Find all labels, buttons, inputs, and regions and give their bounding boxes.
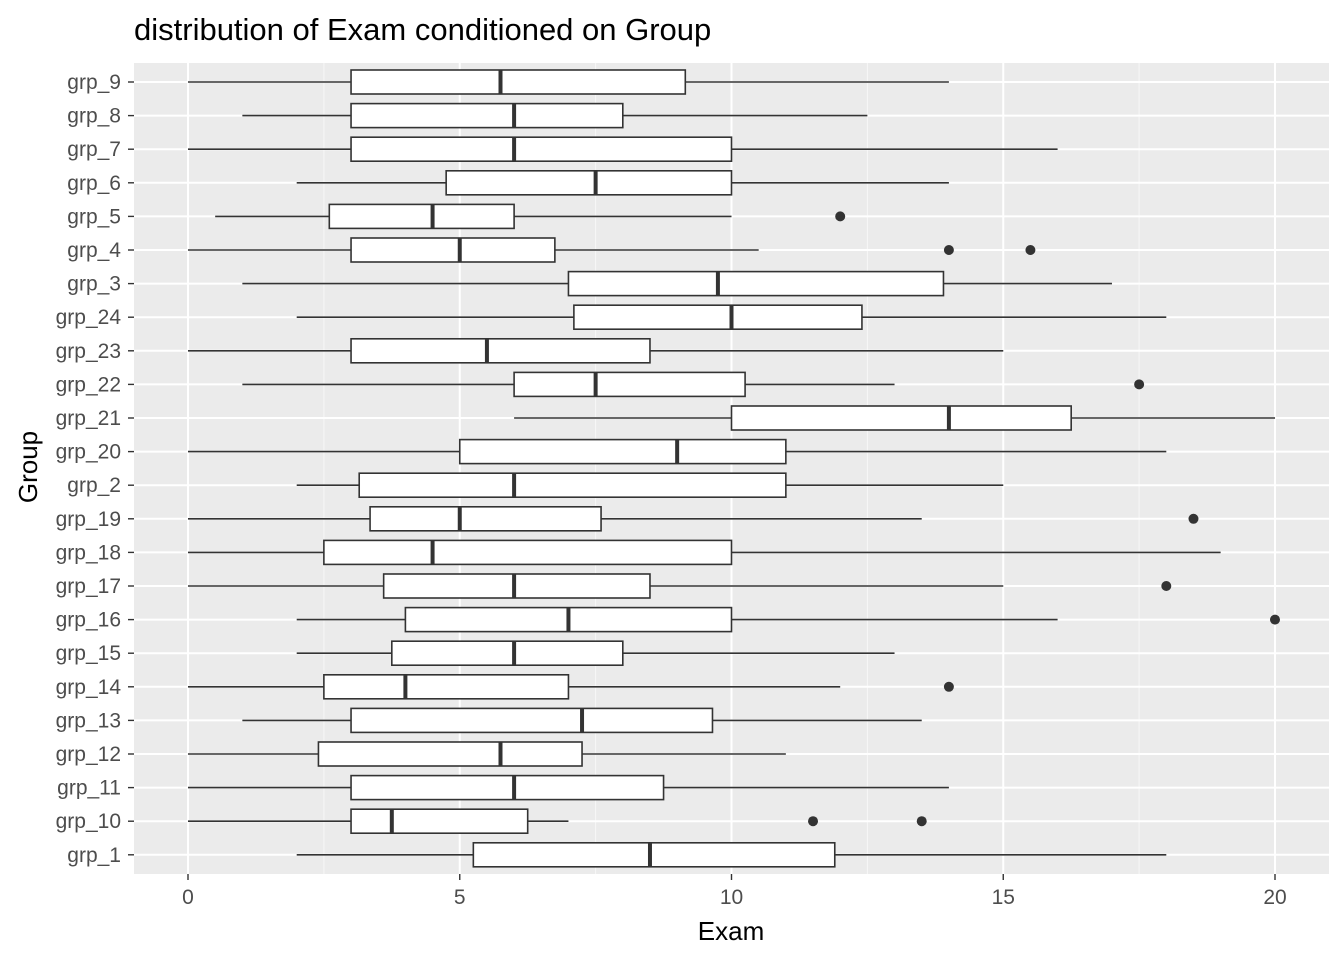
y-tick-label: grp_10 (56, 810, 121, 833)
x-tick-label: 0 (182, 886, 194, 909)
outlier-point (835, 211, 846, 222)
box-grp_14 (188, 673, 954, 700)
box-iqr (350, 774, 665, 801)
y-tick-label: grp_2 (67, 474, 121, 497)
y-tick-label: grp_14 (56, 676, 122, 699)
box-iqr (391, 640, 624, 667)
x-axis-title: Exam (698, 916, 764, 946)
box-iqr (323, 673, 570, 700)
box-grp_19 (188, 505, 1199, 532)
box-grp_22 (242, 371, 1145, 398)
y-tick-label: grp_20 (56, 441, 121, 464)
x-tick-label: 10 (720, 886, 743, 909)
box-iqr (350, 337, 651, 364)
box-iqr (350, 808, 529, 835)
box-iqr (730, 405, 1072, 431)
box-iqr (573, 304, 863, 331)
y-tick-label: grp_1 (67, 844, 121, 867)
outlier-point (808, 816, 819, 827)
outlier-point (943, 245, 954, 255)
box-grp_4 (188, 237, 1036, 263)
box-grp_10 (188, 808, 927, 835)
box-iqr (472, 841, 836, 868)
y-tick-label: grp_8 (67, 105, 121, 128)
box-iqr (567, 270, 945, 297)
y-tick-label: grp_7 (67, 138, 121, 161)
chart-title: distribution of Exam conditioned on Grou… (134, 12, 711, 47)
box-iqr (350, 237, 556, 263)
box-grp_18 (188, 539, 1221, 566)
box-grp_13 (242, 707, 922, 734)
box-iqr (350, 707, 714, 734)
box-iqr (513, 371, 746, 398)
y-tick-label: grp_4 (67, 239, 121, 262)
box-grp_24 (296, 304, 1167, 331)
y-tick-label: grp_13 (56, 709, 121, 732)
y-axis-title: Group (13, 431, 43, 503)
y-tick-label: grp_23 (56, 340, 121, 363)
outlier-point (1134, 379, 1145, 390)
y-tick-label: grp_22 (56, 373, 121, 396)
x-tick-label: 15 (992, 886, 1015, 909)
outlier-point (943, 681, 954, 692)
outlier-point (916, 816, 927, 827)
y-tick-label: grp_3 (67, 273, 121, 296)
outlier-point (1161, 581, 1172, 591)
y-axis: grp_1 grp_10 grp_11 grp_12 grp_13 grp_14 grp_1… (56, 71, 134, 867)
y-tick-label: grp_15 (56, 642, 121, 665)
box-grp_5 (215, 203, 846, 230)
box-iqr (445, 170, 733, 196)
box-iqr (350, 69, 687, 95)
y-tick-label: grp_17 (56, 575, 121, 598)
box-iqr (350, 102, 624, 129)
box-iqr (369, 505, 602, 532)
box-grp_7 (188, 136, 1058, 162)
box-grp_2 (296, 472, 1004, 499)
box-iqr (458, 438, 787, 465)
x-tick-label: 20 (1263, 886, 1286, 909)
y-tick-label: grp_21 (56, 407, 121, 430)
y-tick-label: grp_11 (57, 777, 121, 800)
box-iqr (323, 539, 733, 566)
box-grp_1 (296, 841, 1167, 868)
box-iqr (317, 741, 583, 767)
box-grp_16 (296, 606, 1280, 633)
box-iqr (350, 136, 733, 162)
box-grp_15 (296, 640, 895, 667)
box-grp_3 (242, 270, 1112, 297)
box-iqr (358, 472, 787, 499)
outlier-point (1188, 513, 1199, 524)
box-grp_23 (188, 337, 1004, 364)
y-tick-label: grp_19 (56, 508, 121, 531)
box-series (188, 69, 1280, 868)
y-tick-label: grp_16 (56, 609, 121, 632)
box-grp_6 (296, 170, 949, 196)
y-tick-label: grp_24 (56, 306, 122, 329)
box-grp_21 (514, 405, 1275, 431)
box-grp_8 (242, 102, 868, 129)
x-axis: 0 5 10 15 20 (182, 874, 1287, 909)
y-tick-label: grp_6 (67, 172, 121, 195)
box-grp_12 (188, 741, 786, 767)
box-grp_17 (188, 573, 1172, 599)
x-tick-label: 5 (454, 886, 466, 909)
box-iqr (382, 573, 651, 599)
outlier-point (1025, 245, 1036, 255)
box-grp_9 (188, 69, 949, 95)
y-tick-label: grp_18 (56, 541, 121, 564)
outlier-point (1270, 614, 1280, 625)
y-tick-label: grp_9 (67, 71, 121, 94)
minor-gridlines (323, 63, 1140, 874)
box-grp_20 (188, 438, 1167, 465)
y-tick-label: grp_5 (67, 205, 121, 228)
box-grp_11 (188, 774, 949, 801)
box-iqr (328, 203, 515, 230)
y-tick-label: grp_12 (56, 743, 121, 766)
